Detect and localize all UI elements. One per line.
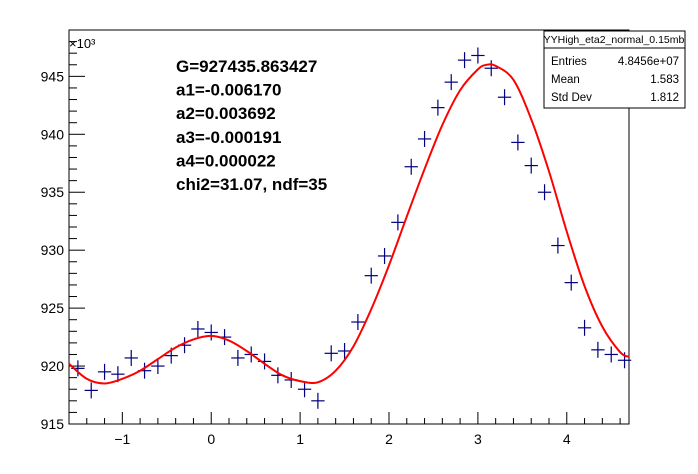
data-point — [84, 382, 98, 399]
fit-annotation: a4=0.000022 — [176, 151, 276, 170]
fit-annotation: chi2=31.07, ndf=35 — [176, 175, 327, 194]
x-tick-label: 2 — [385, 431, 393, 447]
axes: −1 0 1 2 3 4 915 920 925 930 935 940 945 — [41, 29, 621, 447]
y-tick-label: 945 — [41, 68, 65, 84]
data-point — [537, 184, 552, 201]
stats-box: YYHigh_eta2_normal_0.15mb Entries 4.8456… — [543, 30, 686, 109]
y-tick-label: 915 — [41, 416, 65, 432]
data-point — [337, 342, 352, 359]
stats-mean-value: 1.583 — [650, 74, 679, 86]
data-point — [391, 214, 405, 231]
data-point — [457, 52, 472, 69]
y-tick-label: 930 — [41, 242, 65, 258]
data-point — [511, 134, 525, 151]
stats-entries-value: 4.8456e+07 — [618, 56, 679, 68]
y-tick-label: 925 — [41, 300, 65, 316]
data-point — [471, 47, 485, 64]
fit-annotation: a2=0.003692 — [176, 104, 276, 123]
fit-annotation: G=927435.863427 — [176, 57, 317, 76]
stats-stddev-value: 1.812 — [650, 92, 679, 104]
data-point — [297, 381, 312, 398]
stats-stddev-label: Std Dev — [551, 92, 592, 104]
data-point — [524, 157, 538, 174]
data-point — [564, 274, 578, 291]
data-layer — [68, 47, 632, 409]
data-point — [231, 349, 245, 366]
data-point — [577, 319, 592, 336]
stats-mean-label: Mean — [551, 74, 580, 86]
y-tick-label: 920 — [41, 358, 65, 374]
data-point — [364, 267, 378, 284]
data-point — [377, 247, 392, 264]
stats-entries-label: Entries — [551, 56, 587, 68]
fit-curve — [68, 63, 630, 385]
data-point — [591, 341, 605, 358]
stats-box-frame — [543, 30, 686, 109]
data-point — [324, 345, 338, 362]
data-point — [417, 130, 432, 147]
x-tick-label: 0 — [207, 431, 215, 447]
data-point — [97, 363, 112, 380]
data-point — [151, 358, 165, 375]
data-point — [551, 237, 565, 254]
x-tick-label: 4 — [563, 431, 571, 447]
data-point — [484, 60, 498, 77]
data-point — [431, 99, 445, 116]
x-tick-label: 1 — [296, 431, 304, 447]
data-point — [444, 74, 458, 91]
fit-annotation: a3=-0.000191 — [176, 128, 281, 147]
data-point — [351, 314, 365, 331]
data-point — [497, 89, 512, 106]
fit-annotations: G=927435.863427 a1=-0.006170 a2=0.003692 a3… — [176, 57, 327, 194]
y-tick-label: 940 — [41, 126, 65, 142]
data-point — [191, 320, 205, 337]
stats-box-title: YYHigh_eta2_normal_0.15mb — [544, 34, 685, 46]
y-multiplier-label: ×10³ — [69, 36, 96, 51]
data-point — [204, 324, 218, 341]
data-point — [124, 349, 138, 366]
x-tick-label: 3 — [474, 431, 482, 447]
data-point — [311, 392, 325, 409]
y-tick-label: 935 — [41, 184, 65, 200]
x-tick-label: −1 — [114, 431, 130, 447]
data-point — [404, 158, 418, 175]
fit-annotation: a1=-0.006170 — [176, 81, 281, 100]
data-point — [604, 346, 618, 363]
